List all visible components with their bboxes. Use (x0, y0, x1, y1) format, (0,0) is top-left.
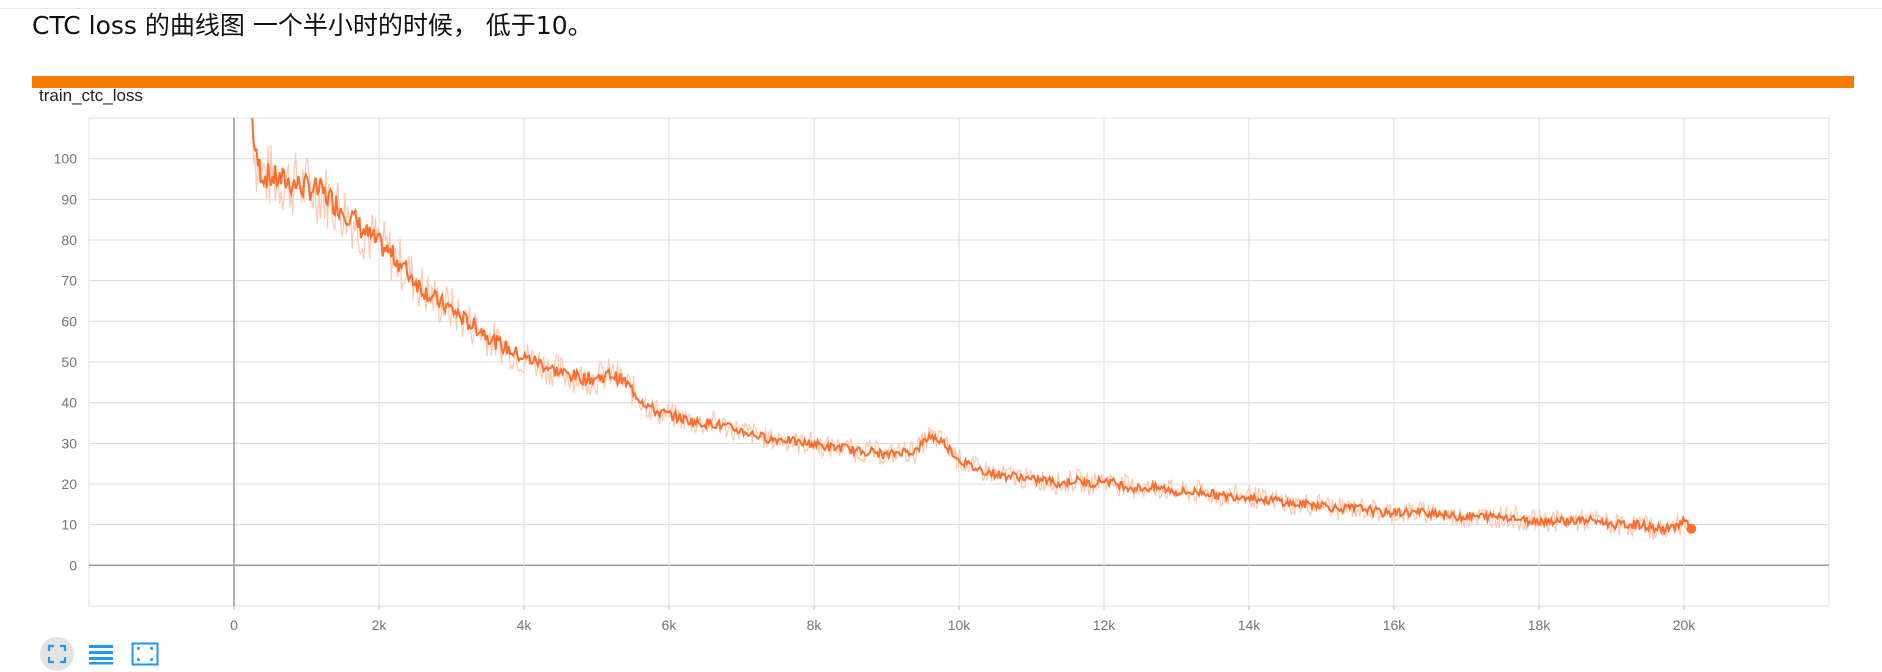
x-tick-label: 12k (1093, 617, 1117, 633)
y-tick-label: 90 (61, 191, 77, 207)
panel-accent-bar (32, 76, 1854, 88)
chart-panel: 0 10 20 30 40 50 60 70 80 90 100 0 2k 4k 6k 8k 10k 12k 14k… (32, 76, 1854, 672)
fit-to-data-button[interactable] (40, 637, 74, 671)
page-caption: CTC loss 的曲线图 一个半小时的时候， 低于10。 (32, 11, 593, 40)
expand-frame-icon (131, 642, 159, 666)
x-tick-label: 6k (662, 617, 678, 633)
x-tick-label: 20k (1673, 617, 1697, 633)
x-tick-label: 0 (230, 617, 238, 633)
x-tick-label: 4k (517, 617, 533, 633)
series-raw-line (251, 118, 1692, 540)
x-tick-label: 2k (372, 617, 388, 633)
series-end-point (1686, 523, 1697, 534)
x-tick-label: 18k (1528, 617, 1552, 633)
list-lines-icon (89, 645, 113, 665)
y-tick-label: 20 (61, 476, 77, 492)
y-tick-label: 60 (61, 313, 77, 329)
expand-chart-button[interactable] (128, 637, 162, 671)
x-tick-label: 10k (948, 617, 972, 633)
top-divider (0, 8, 1882, 9)
chart-title: train_ctc_loss (39, 86, 143, 105)
y-tick-label: 10 (61, 517, 77, 533)
y-tick-label: 40 (61, 395, 77, 411)
y-tick-label: 70 (61, 273, 77, 289)
series-line (251, 118, 1692, 536)
chart-svg: 0 10 20 30 40 50 60 70 80 90 100 0 2k 4k 6k 8k 10k 12k 14k… (54, 117, 1830, 633)
x-tick-label: 16k (1383, 617, 1407, 633)
x-tick-label: 14k (1238, 617, 1262, 633)
fit-to-data-icon (47, 644, 67, 664)
y-tick-label: 80 (61, 232, 77, 248)
x-tick-label: 8k (807, 617, 823, 633)
y-tick-label: 0 (69, 557, 77, 573)
toggle-lines-button[interactable] (84, 637, 118, 671)
y-tick-label: 100 (54, 151, 78, 167)
y-tick-label: 30 (61, 435, 77, 451)
y-tick-label: 50 (61, 354, 77, 370)
